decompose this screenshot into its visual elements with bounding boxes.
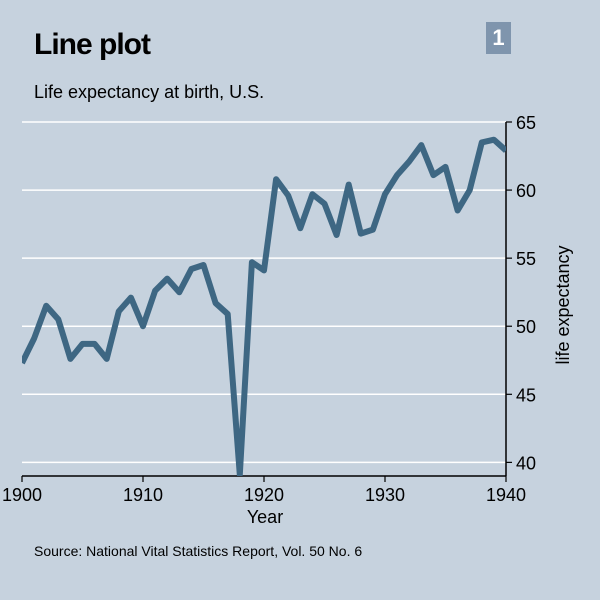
chart-subtitle: Life expectancy at birth, U.S.: [34, 82, 265, 102]
y-tick-label: 45: [516, 385, 536, 405]
x-axis-title: Year: [247, 507, 283, 527]
tick-labels: 40 45 50 55 60 65 1900 1910 1920 1930 1940: [2, 113, 536, 505]
y-tick-label: 65: [516, 113, 536, 133]
source-note: Source: National Vital Statistics Report…: [34, 543, 363, 559]
x-tick-label: 1920: [244, 485, 284, 505]
figure-number-badge: 1: [486, 22, 511, 54]
y-tick-label: 40: [516, 453, 536, 473]
chart-title: Line plot: [34, 28, 151, 61]
x-tick-label: 1900: [2, 485, 42, 505]
data-layer: [22, 136, 506, 476]
axes: [21, 121, 512, 482]
y-tick-label: 55: [516, 249, 536, 269]
x-tick-label: 1930: [365, 485, 405, 505]
x-tick-label: 1940: [486, 485, 526, 505]
x-tick-label: 1910: [123, 485, 163, 505]
y-tick-label: 50: [516, 317, 536, 337]
y-tick-label: 60: [516, 181, 536, 201]
y-axis-title: life expectancy: [553, 245, 573, 364]
series-line-life-expectancy: [22, 136, 506, 476]
